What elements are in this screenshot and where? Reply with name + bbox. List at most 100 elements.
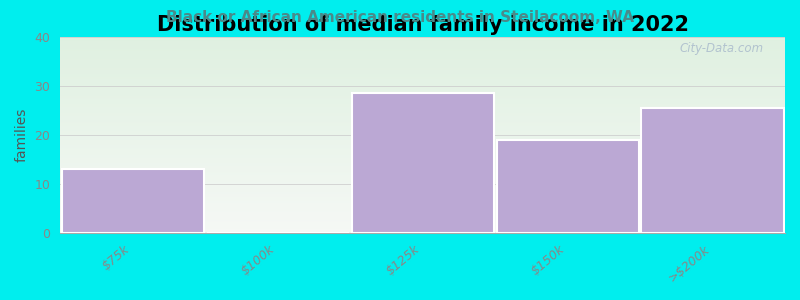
Bar — [60, 123, 785, 124]
Bar — [60, 54, 785, 55]
Bar — [60, 66, 785, 67]
Bar — [60, 58, 785, 59]
Bar — [60, 199, 785, 200]
Bar — [60, 191, 785, 192]
Bar — [60, 140, 785, 141]
Bar — [60, 152, 785, 153]
Bar — [60, 116, 785, 117]
Bar — [60, 57, 785, 58]
Bar — [60, 228, 785, 230]
Bar — [60, 177, 785, 178]
Bar — [60, 196, 785, 197]
Bar — [60, 187, 785, 188]
Bar — [60, 220, 785, 221]
Bar — [60, 182, 785, 183]
Bar — [60, 78, 785, 79]
Title: Distribution of median family income in 2022: Distribution of median family income in … — [157, 15, 689, 35]
Bar — [60, 189, 785, 190]
Bar — [60, 64, 785, 65]
Bar — [60, 76, 785, 77]
Bar — [60, 73, 785, 74]
Bar — [642, 108, 783, 233]
Bar — [60, 188, 785, 189]
Bar — [60, 198, 785, 199]
Bar — [60, 168, 785, 169]
Bar — [60, 112, 785, 113]
Bar — [60, 174, 785, 175]
Bar — [60, 130, 785, 131]
Bar — [60, 134, 785, 135]
Bar — [60, 92, 785, 93]
Bar — [60, 165, 785, 166]
Bar — [60, 214, 785, 216]
Bar — [60, 146, 785, 147]
Bar — [60, 98, 785, 100]
Y-axis label: families: families — [15, 108, 29, 162]
Bar — [60, 205, 785, 206]
Bar — [60, 46, 785, 47]
Bar — [60, 142, 785, 143]
Bar — [60, 216, 785, 217]
Bar — [351, 93, 494, 233]
Bar — [60, 181, 785, 182]
Bar — [60, 56, 785, 57]
Bar — [62, 169, 204, 233]
Bar — [60, 230, 785, 231]
Bar — [60, 141, 785, 142]
Text: Black or African American residents in Steilacoom, WA: Black or African American residents in S… — [166, 10, 634, 25]
Bar — [60, 111, 785, 112]
Bar — [60, 55, 785, 56]
Bar — [60, 137, 785, 138]
Bar — [60, 154, 785, 156]
Bar — [60, 37, 785, 38]
Bar — [60, 156, 785, 157]
Bar — [60, 121, 785, 122]
Bar — [60, 59, 785, 60]
Bar — [60, 201, 785, 202]
Bar — [60, 82, 785, 83]
Text: City-Data.com: City-Data.com — [679, 43, 763, 56]
Bar — [60, 173, 785, 174]
Bar — [60, 125, 785, 126]
Bar — [60, 53, 785, 54]
Bar — [60, 150, 785, 151]
Bar — [60, 153, 785, 154]
Bar — [60, 93, 785, 94]
Bar — [60, 65, 785, 66]
Bar — [60, 180, 785, 181]
Bar — [60, 136, 785, 137]
Bar — [60, 120, 785, 121]
Bar — [60, 94, 785, 96]
Bar — [60, 81, 785, 82]
Bar — [60, 209, 785, 210]
Bar — [60, 86, 785, 87]
Bar — [60, 71, 785, 72]
Bar — [60, 194, 785, 195]
Bar — [60, 105, 785, 106]
Bar — [60, 171, 785, 172]
Bar — [60, 185, 785, 186]
Bar — [60, 206, 785, 207]
Bar — [60, 169, 785, 170]
Bar — [60, 176, 785, 177]
Bar — [60, 131, 785, 132]
Bar — [60, 211, 785, 212]
Bar — [60, 160, 785, 161]
Bar — [60, 62, 785, 63]
Bar — [60, 139, 785, 140]
Bar — [60, 190, 785, 191]
Bar — [60, 231, 785, 232]
Bar — [60, 193, 785, 194]
Bar — [60, 107, 785, 108]
Bar — [60, 219, 785, 220]
Bar — [60, 118, 785, 119]
Bar — [60, 127, 785, 128]
Bar — [60, 126, 785, 127]
Bar — [60, 68, 785, 69]
Bar — [497, 140, 638, 233]
Bar — [60, 164, 785, 165]
Bar — [60, 115, 785, 116]
Bar — [60, 184, 785, 185]
Bar — [60, 145, 785, 146]
Bar — [60, 90, 785, 91]
